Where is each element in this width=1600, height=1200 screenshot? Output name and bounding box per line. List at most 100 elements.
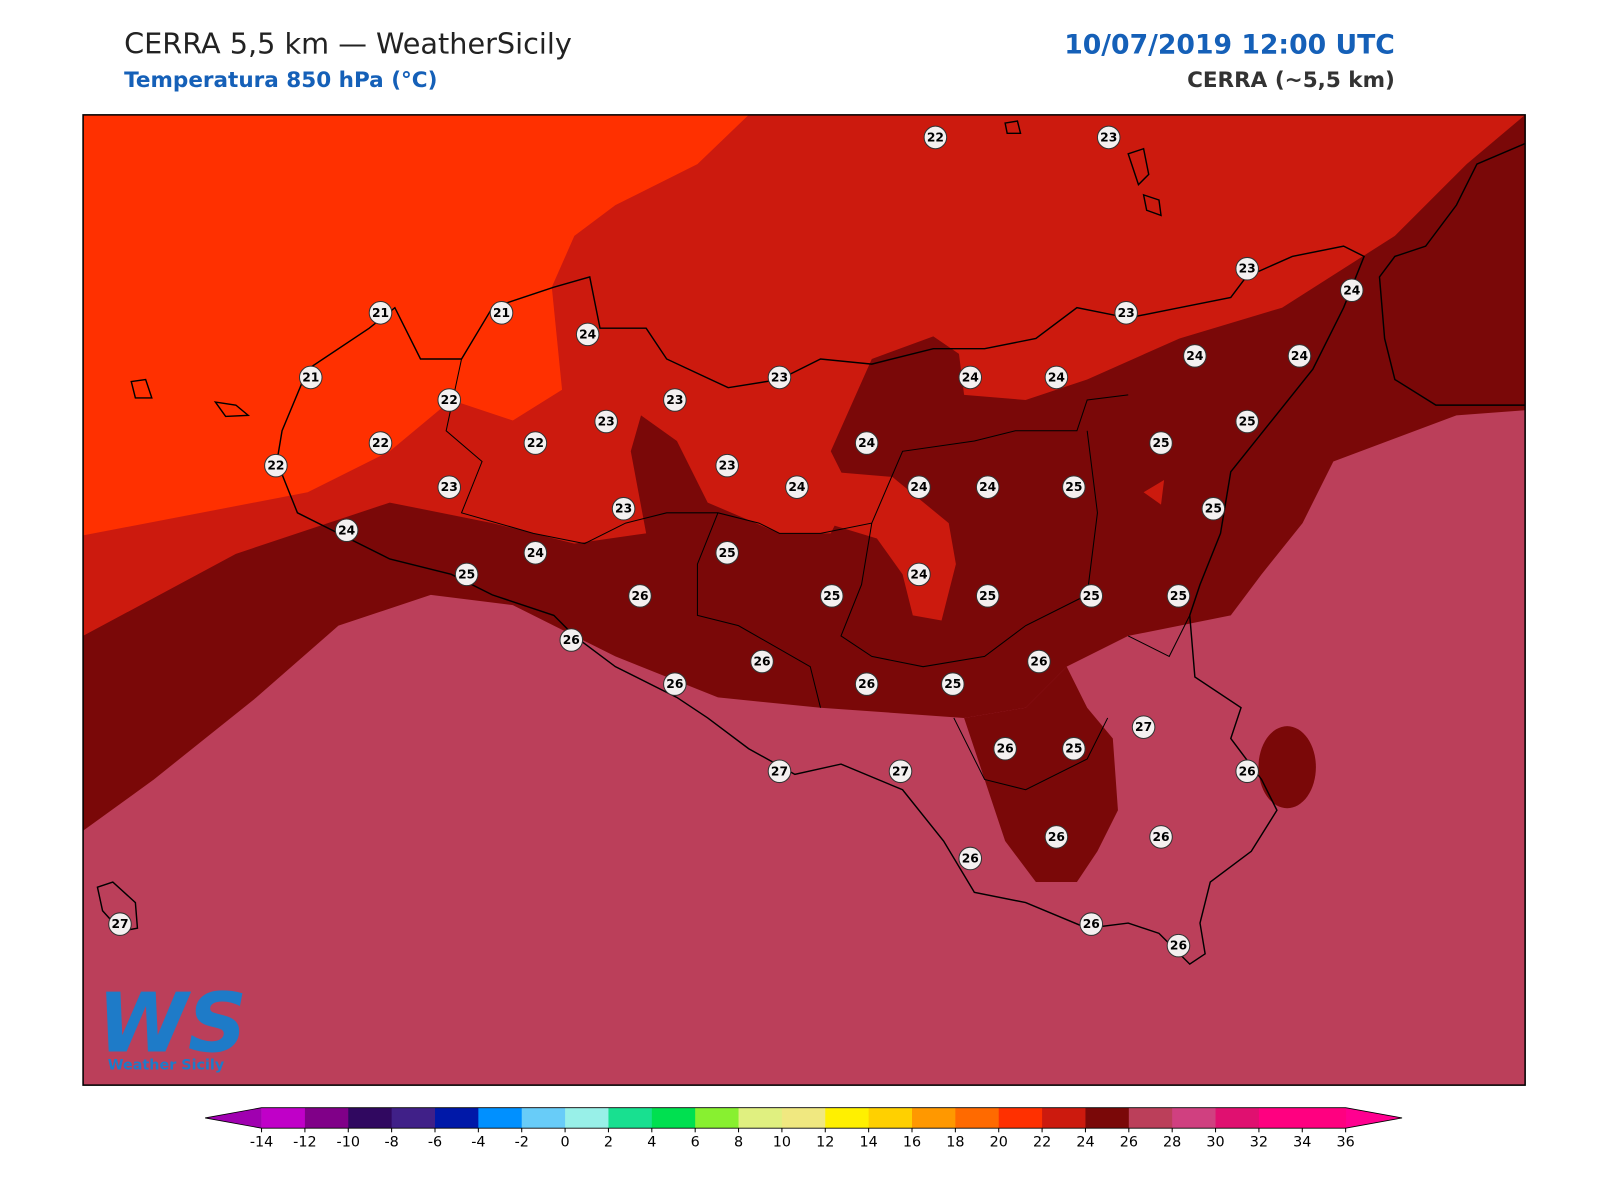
field-20-22	[83, 114, 749, 536]
station-value: 24	[1048, 370, 1065, 384]
station-marker	[785, 475, 809, 499]
station-value: 26	[858, 677, 875, 691]
colorbar-tick-label: -12	[293, 1135, 316, 1151]
colorbar-segment	[912, 1107, 956, 1129]
station: 22	[368, 431, 393, 455]
station-value: 24	[910, 567, 927, 581]
station-marker	[975, 584, 1000, 608]
station-value: 26	[1152, 830, 1169, 844]
datetime: 10/07/2019 12:00 UTC	[1064, 29, 1395, 60]
station-value: 22	[267, 459, 284, 473]
station-value: 22	[441, 393, 458, 407]
logo-mark: WS	[97, 976, 247, 1071]
station-marker	[1149, 431, 1173, 455]
station-marker	[368, 431, 393, 455]
station: 25	[941, 672, 965, 696]
station-marker	[523, 431, 548, 455]
station-marker	[1339, 278, 1364, 303]
colorbar-segment	[261, 1107, 306, 1129]
colorbar-segment	[608, 1107, 653, 1129]
colorbar-segment	[825, 1107, 870, 1129]
colorbar-segment	[1085, 1107, 1130, 1129]
colorbar-tick-label: 14	[860, 1135, 878, 1151]
station-value: 26	[666, 677, 683, 691]
station-marker	[923, 125, 948, 150]
station: 26	[958, 846, 983, 871]
station: 23	[663, 388, 687, 412]
station-marker	[767, 365, 792, 390]
colorbar-tick-label: 28	[1163, 1135, 1181, 1151]
station: 22	[523, 431, 548, 455]
station: 26	[628, 584, 652, 608]
station: 27	[888, 759, 913, 784]
station-value: 23	[1100, 130, 1117, 144]
station-value: 25	[979, 589, 996, 603]
station: 24	[907, 562, 931, 587]
station: 25	[1149, 431, 1173, 455]
station-value: 26	[563, 633, 580, 647]
station-marker	[1149, 825, 1173, 849]
station-marker	[368, 301, 393, 325]
colorbar-tick-label: 32	[1250, 1135, 1268, 1151]
station-value: 23	[615, 502, 632, 516]
colorbar-segment	[1302, 1107, 1347, 1129]
colorbar-segment	[1042, 1107, 1086, 1129]
station-marker	[437, 475, 462, 499]
station: 23	[1114, 301, 1138, 325]
colorbar-segment	[781, 1107, 826, 1129]
station-value: 26	[1048, 830, 1065, 844]
station-marker	[594, 409, 618, 434]
station-marker	[559, 628, 584, 652]
station: 23	[1096, 125, 1121, 150]
station-marker	[334, 518, 359, 543]
colorbar-tick-label: -8	[384, 1135, 398, 1151]
station: 24	[785, 475, 809, 499]
colorbar-tick-label: 6	[691, 1135, 700, 1151]
station-value: 24	[858, 436, 875, 450]
station-value: 25	[1065, 742, 1082, 756]
station-marker	[1183, 344, 1207, 368]
colorbar: -14 -12 -10 -8 -6 -4 -2 0 2 4 6 8 10 12 14 16 18 20 22 24 26…	[205, 1107, 1403, 1151]
map-area: 22 23 21 21 24 21 22 23 23 23 22 22 22 23 23 23 24 24 24 24…	[83, 114, 1526, 1086]
station-marker	[819, 584, 844, 608]
station-marker	[1044, 825, 1069, 849]
station-marker	[489, 301, 514, 325]
station-marker	[628, 584, 652, 608]
station-value: 22	[372, 436, 389, 450]
station: 26	[854, 672, 879, 696]
station-value: 25	[944, 677, 961, 691]
station-value: 27	[1135, 720, 1152, 734]
station: 25	[1201, 496, 1226, 521]
station-value: 25	[1152, 436, 1169, 450]
station: 23	[594, 409, 618, 434]
station-value: 23	[771, 370, 788, 384]
station-value: 25	[1083, 589, 1100, 603]
station-value: 23	[666, 393, 683, 407]
station: 23	[437, 475, 462, 499]
station: 24	[1287, 344, 1312, 368]
station-marker	[1131, 715, 1156, 739]
colorbar-tick-label: 34	[1293, 1135, 1311, 1151]
station-marker	[454, 562, 479, 587]
colorbar-segment	[1258, 1107, 1303, 1129]
station: 24	[1044, 365, 1069, 390]
colorbar-tick-label: 8	[734, 1135, 743, 1151]
colorbar-tick-label: -10	[337, 1135, 360, 1151]
station: 24	[907, 475, 931, 499]
station: 23	[611, 496, 636, 521]
station-marker	[958, 846, 983, 871]
station-value: 24	[527, 546, 544, 560]
station: 26	[559, 628, 584, 652]
station-value: 26	[1239, 764, 1256, 778]
station: 24	[334, 518, 359, 543]
station: 26	[1166, 933, 1191, 958]
station: 25	[1166, 584, 1191, 608]
station: 23	[715, 453, 739, 478]
station-value: 24	[979, 480, 996, 494]
station: 25	[819, 584, 844, 608]
field-24-26	[964, 666, 1118, 883]
colorbar-segment	[955, 1107, 1000, 1129]
colorbar-segment	[521, 1107, 566, 1129]
station-marker	[767, 759, 792, 784]
station-marker	[523, 541, 548, 565]
